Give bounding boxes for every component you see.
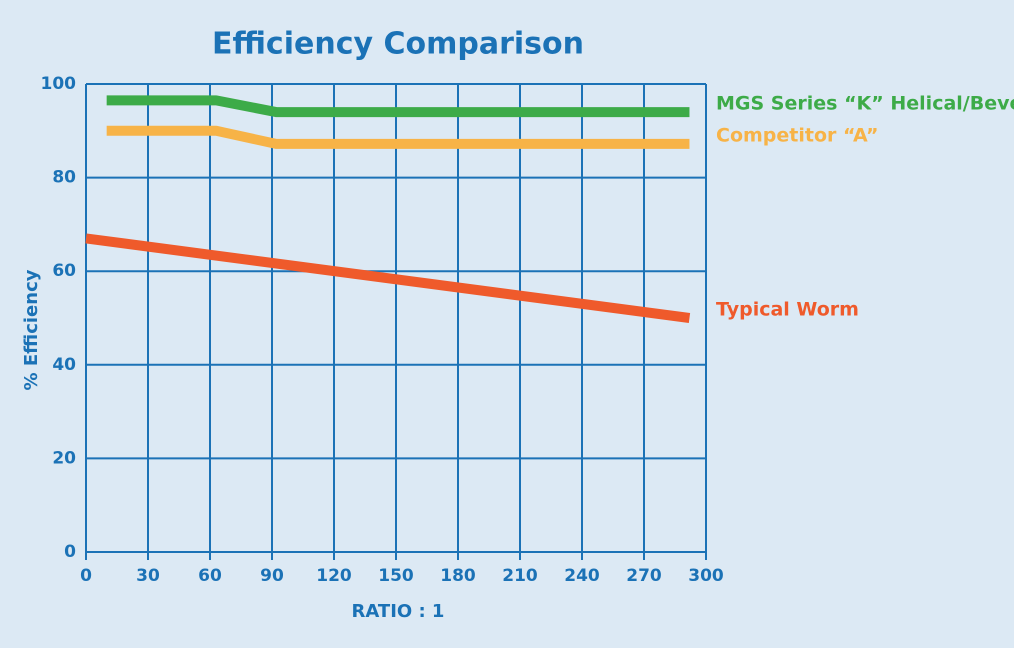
x-tick-label: 300 — [688, 566, 724, 586]
x-tick-label: 30 — [136, 566, 160, 586]
series-line — [106, 95, 690, 118]
x-tick-label: 240 — [564, 566, 600, 586]
x-tick-label: 270 — [626, 566, 662, 586]
legend-label: Typical Worm — [716, 299, 859, 321]
series-line — [85, 233, 691, 323]
x-tick-label: 90 — [260, 566, 284, 586]
legend-label: MGS Series “K” Helical/Bevel — [716, 93, 1014, 115]
series-line — [106, 125, 690, 149]
y-tick-label: 60 — [52, 261, 76, 281]
x-tick-label: 0 — [80, 566, 92, 586]
y-tick-label: 0 — [64, 542, 76, 562]
x-tick-label: 180 — [440, 566, 476, 586]
y-tick-label: 80 — [52, 168, 76, 188]
x-tick-label: 60 — [198, 566, 222, 586]
y-tick-label: 20 — [52, 448, 76, 468]
x-tick-label: 120 — [316, 566, 352, 586]
x-tick-label: 150 — [378, 566, 414, 586]
x-tick-label: 210 — [502, 566, 538, 586]
y-axis-label: % Efficiency — [21, 269, 42, 390]
y-tick-label: 100 — [41, 74, 77, 94]
y-tick-label: 40 — [52, 355, 76, 375]
chart-title: Efficiency Comparison — [212, 27, 584, 62]
x-axis-label: RATIO : 1 — [352, 601, 445, 622]
legend-label: Competitor “A” — [716, 124, 878, 146]
